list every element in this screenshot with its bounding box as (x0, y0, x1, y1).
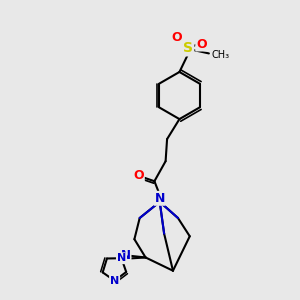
Text: CH₃: CH₃ (212, 50, 230, 60)
Text: N: N (110, 276, 119, 286)
Text: O: O (172, 31, 182, 44)
Text: O: O (133, 169, 144, 182)
Text: O: O (196, 38, 207, 50)
Text: N: N (154, 192, 165, 205)
Text: S: S (183, 41, 193, 56)
Text: N: N (117, 253, 126, 263)
Text: N: N (121, 249, 130, 262)
